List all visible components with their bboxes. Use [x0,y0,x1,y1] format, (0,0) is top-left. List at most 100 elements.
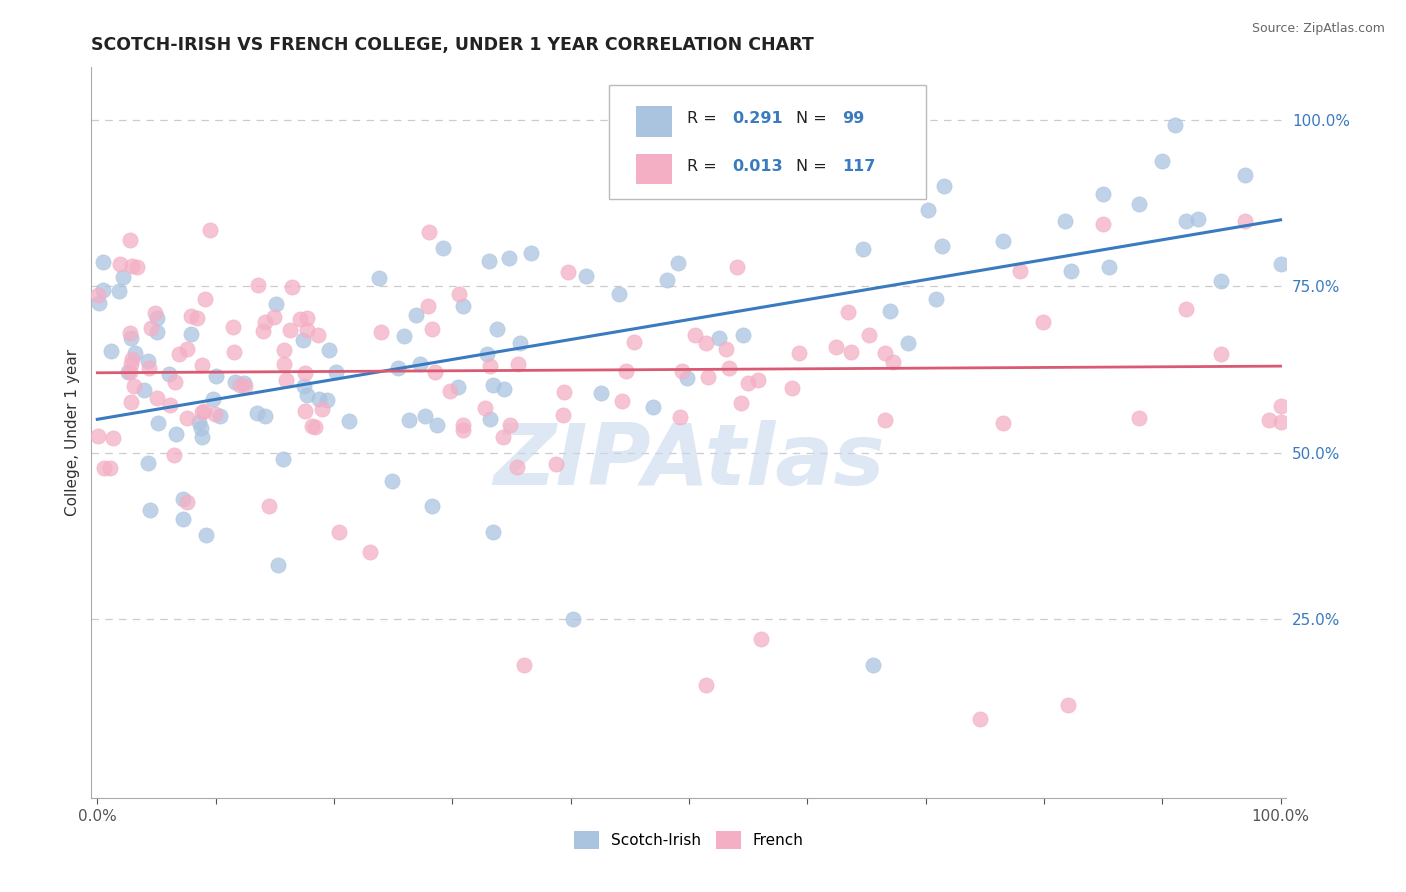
Point [897,336,920,351]
Point [221,319,243,334]
Point [252,324,274,338]
Point [925,293,948,307]
Point [1060,264,1083,278]
Point [146,325,169,339]
Point [934,178,956,193]
Point [292,378,315,392]
Point [295,310,318,325]
Point [453,423,475,437]
Point [420,322,443,336]
Point [101,431,124,445]
Point [186,311,208,326]
Point [267,558,290,573]
Point [475,347,498,361]
Point [120,357,142,371]
Point [607,287,630,301]
Point [117,365,139,379]
Point [498,251,520,265]
Point [482,378,505,392]
Point [233,379,256,393]
Point [1270,399,1292,413]
Bar [637,106,672,136]
Point [671,364,693,378]
Point [478,412,501,426]
Point [1098,260,1121,274]
Y-axis label: College, Under 1 year: College, Under 1 year [65,349,80,516]
Point [416,299,439,313]
Point [176,411,198,425]
Point [478,359,501,373]
Point [1128,197,1150,211]
Point [931,239,953,253]
Point [405,308,427,322]
Point [273,343,295,358]
Point [737,376,759,391]
Point [120,331,142,345]
Point [451,299,474,313]
Text: SCOTCH-IRISH VS FRENCH COLLEGE, UNDER 1 YEAR CORRELATION CHART: SCOTCH-IRISH VS FRENCH COLLEGE, UNDER 1 … [91,37,814,54]
Point [666,256,689,270]
Point [157,367,180,381]
Point [508,357,530,371]
Text: 99: 99 [842,112,865,126]
Point [852,242,875,256]
Point [143,305,166,319]
Point [273,357,295,371]
Point [749,632,772,646]
Point [121,352,143,367]
Point [676,371,699,385]
Point [733,327,755,342]
Point [1174,214,1197,228]
Point [138,360,160,375]
Text: 117: 117 [842,159,876,174]
Point [263,310,285,324]
Point [304,419,326,434]
Text: ZIPAtlas: ZIPAtlas [494,420,884,503]
Point [253,409,276,423]
Point [882,355,904,369]
Point [172,492,194,507]
Point [224,375,246,389]
Point [134,384,156,398]
Point [139,321,162,335]
Point [194,528,217,542]
Point [308,392,330,407]
Point [233,376,256,390]
Point [146,311,169,326]
Point [194,292,217,306]
Point [280,279,302,293]
Point [120,365,142,379]
Point [294,366,316,380]
Point [91,283,114,297]
Point [725,260,748,275]
Text: N =: N = [796,112,832,126]
Point [1187,212,1209,227]
Text: 0.291: 0.291 [733,112,783,126]
Point [176,342,198,356]
Point [839,345,862,359]
Point [278,323,301,337]
Point [1032,315,1054,329]
Point [695,335,717,350]
Point [246,406,269,420]
Point [823,120,845,134]
Point [553,408,575,422]
Point [683,327,706,342]
Point [509,336,531,351]
Point [136,456,159,470]
Point [295,323,318,337]
Point [120,395,142,409]
Text: 0.013: 0.013 [733,159,783,174]
Point [780,381,803,395]
Point [991,234,1014,248]
Point [167,346,190,360]
Point [100,461,122,475]
Point [204,407,226,421]
Text: R =: R = [686,159,721,174]
Point [398,413,420,427]
Legend: Scotch-Irish, French: Scotch-Irish, French [568,825,810,855]
Point [1010,264,1032,278]
Point [561,612,583,626]
Point [209,409,232,423]
Point [198,223,221,237]
